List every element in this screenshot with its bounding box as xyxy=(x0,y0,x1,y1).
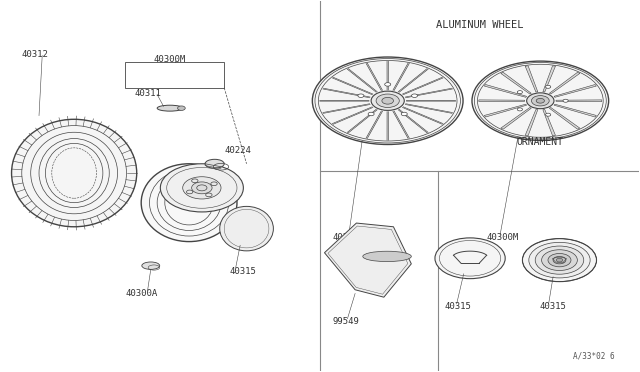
Circle shape xyxy=(371,91,404,110)
Text: 40311: 40311 xyxy=(135,89,162,98)
Text: 99549: 99549 xyxy=(332,317,359,326)
Text: 40300M: 40300M xyxy=(486,233,518,243)
Polygon shape xyxy=(484,104,527,117)
Circle shape xyxy=(556,258,563,262)
Circle shape xyxy=(535,246,584,274)
Ellipse shape xyxy=(12,119,137,227)
Polygon shape xyxy=(501,108,531,129)
Circle shape xyxy=(517,91,522,94)
Circle shape xyxy=(376,94,399,108)
Circle shape xyxy=(191,182,212,194)
Ellipse shape xyxy=(363,251,412,262)
Circle shape xyxy=(531,96,549,106)
Polygon shape xyxy=(554,104,596,117)
Circle shape xyxy=(522,238,596,282)
Circle shape xyxy=(472,61,609,140)
Circle shape xyxy=(545,85,551,88)
Text: A/33*02 6: A/33*02 6 xyxy=(573,352,615,361)
Ellipse shape xyxy=(142,262,160,269)
Ellipse shape xyxy=(205,159,224,168)
Polygon shape xyxy=(484,84,527,97)
Text: BBB DREAM: BBB DREAM xyxy=(374,254,400,259)
Text: ORNAMENT: ORNAMENT xyxy=(517,137,564,147)
Polygon shape xyxy=(525,66,538,92)
Ellipse shape xyxy=(177,106,185,110)
Circle shape xyxy=(529,242,590,278)
Circle shape xyxy=(548,253,571,267)
Circle shape xyxy=(385,83,390,86)
Circle shape xyxy=(412,94,417,97)
Polygon shape xyxy=(549,72,580,94)
Circle shape xyxy=(312,57,463,144)
Circle shape xyxy=(401,112,407,116)
Polygon shape xyxy=(549,108,580,129)
Polygon shape xyxy=(479,100,525,102)
Text: 40312: 40312 xyxy=(21,50,48,59)
Circle shape xyxy=(563,99,568,102)
Text: 40315: 40315 xyxy=(539,302,566,311)
Text: 40315: 40315 xyxy=(445,302,472,311)
Circle shape xyxy=(161,164,243,212)
Circle shape xyxy=(382,97,394,104)
Polygon shape xyxy=(501,72,531,94)
Circle shape xyxy=(527,93,554,109)
Circle shape xyxy=(553,256,566,264)
Bar xyxy=(125,62,224,88)
Circle shape xyxy=(368,112,374,116)
Circle shape xyxy=(541,250,577,270)
Polygon shape xyxy=(554,84,596,97)
Text: 40315: 40315 xyxy=(229,267,256,276)
Text: 40300A: 40300A xyxy=(125,289,157,298)
Text: 40224: 40224 xyxy=(224,146,251,155)
Text: 40300M: 40300M xyxy=(332,233,364,243)
Circle shape xyxy=(536,98,545,103)
Polygon shape xyxy=(525,109,538,136)
Polygon shape xyxy=(556,100,602,102)
Polygon shape xyxy=(543,66,556,92)
Polygon shape xyxy=(543,109,556,136)
Ellipse shape xyxy=(141,164,237,241)
Circle shape xyxy=(517,108,522,111)
Text: ALUMINUM WHEEL: ALUMINUM WHEEL xyxy=(436,20,524,30)
Ellipse shape xyxy=(157,105,182,111)
Circle shape xyxy=(358,94,364,97)
Circle shape xyxy=(182,177,221,199)
Polygon shape xyxy=(324,223,412,297)
Text: 40300M: 40300M xyxy=(154,55,186,64)
Ellipse shape xyxy=(220,206,273,251)
Circle shape xyxy=(435,238,505,279)
Circle shape xyxy=(545,113,551,116)
